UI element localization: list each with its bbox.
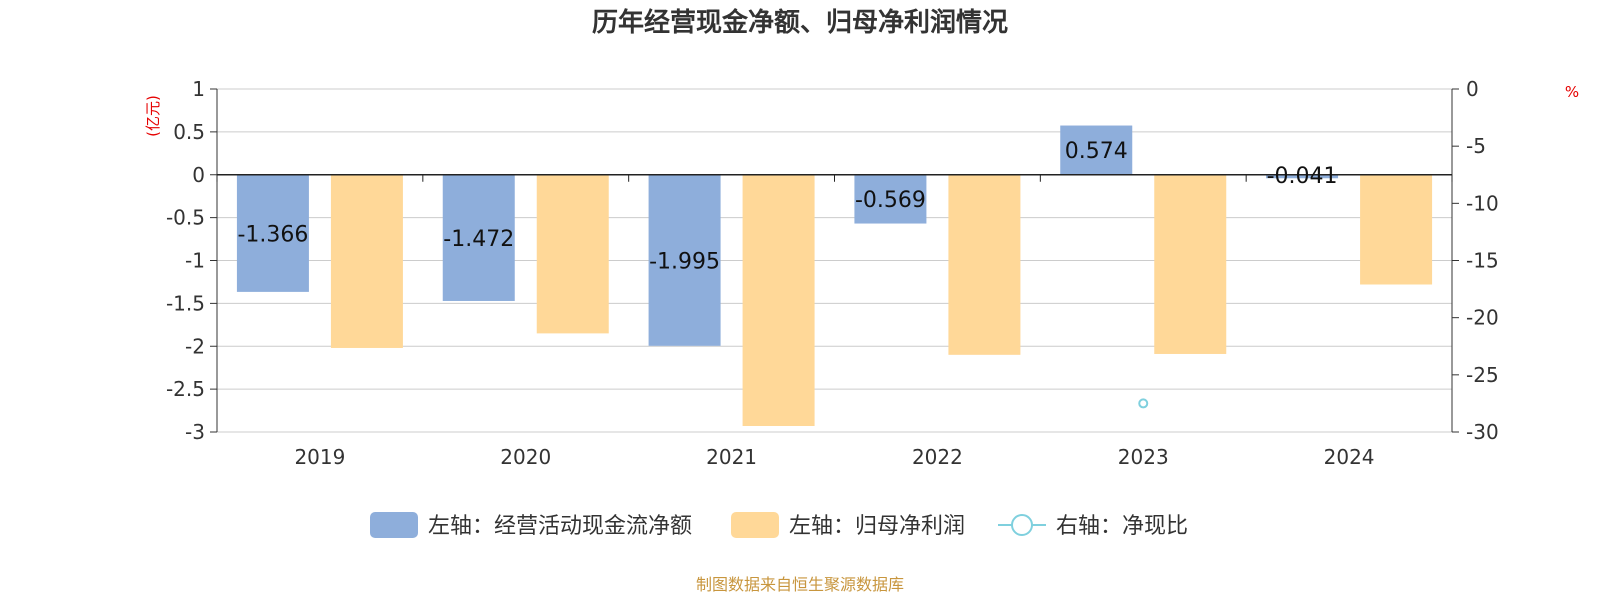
profit-bar [1360, 174, 1433, 285]
legend-swatch-profit [731, 512, 779, 538]
x-axis-tick-label: 2024 [1324, 445, 1375, 469]
points [1138, 398, 1149, 409]
profit-bar [742, 174, 815, 426]
bars [236, 125, 1433, 426]
left-axis-tick-label: -1.5 [166, 291, 205, 315]
axes: 10.50-0.5-1-1.5-2-2.5-30-5-10-15-20-25-3… [166, 77, 1499, 469]
left-axis-tick-label: 1 [192, 77, 205, 101]
x-axis-tick-label: 2020 [500, 445, 551, 469]
right-axis-tick-label: -15 [1466, 249, 1499, 273]
cashflow-bar [854, 174, 927, 224]
cashflow-bar [1060, 125, 1133, 175]
cashflow-bar [442, 174, 515, 301]
x-axis-tick-label: 2019 [294, 445, 345, 469]
cashflow-data-label: -1.366 [237, 222, 308, 247]
left-axis-tick-label: -2 [185, 334, 205, 358]
data-labels: -1.366 -1.472 -1.995 -0.569 0.574 -0.041 [237, 139, 1337, 274]
left-axis-tick-label: -0.5 [166, 206, 205, 230]
legend-marker-net-cash-ratio [1011, 514, 1033, 536]
cashflow-bar [236, 174, 309, 292]
legend: 左轴：经营活动现金流净额 左轴：归母净利润 右轴：净现比 [370, 512, 1188, 539]
profit-bar [948, 174, 1021, 355]
left-axis-tick-label: -1 [185, 249, 205, 273]
grid [217, 88, 1452, 433]
right-axis-tick-label: -30 [1466, 420, 1499, 444]
data-source: 制图数据来自恒生聚源数据库 [696, 575, 904, 594]
profit-bar [330, 174, 403, 348]
right-axis-tick-label: -5 [1466, 134, 1486, 158]
cashflow-data-label: -0.569 [855, 188, 926, 213]
right-axis-tick-label: -20 [1466, 306, 1499, 330]
net-cash-ratio-point [1138, 398, 1149, 409]
legend-label-net-cash-ratio: 右轴：净现比 [1056, 514, 1188, 539]
cashflow-bar [648, 174, 721, 346]
legend-label-cashflow: 左轴：经营活动现金流净额 [428, 514, 692, 539]
cashflow-data-label: -0.041 [1267, 164, 1338, 189]
legend-label-profit: 左轴：归母净利润 [789, 514, 965, 539]
left-axis-unit: (亿元) [144, 95, 162, 137]
left-axis-tick-label: 0.5 [173, 120, 205, 144]
cashflow-data-label: 0.574 [1065, 139, 1128, 164]
right-axis-unit: % [1565, 83, 1579, 101]
legend-swatch-cashflow [370, 512, 418, 538]
right-axis-tick-label: -25 [1466, 363, 1499, 387]
profit-bar [536, 174, 609, 334]
left-axis-tick-label: -2.5 [166, 377, 205, 401]
x-axis-tick-label: 2023 [1118, 445, 1169, 469]
right-axis-tick-label: 0 [1466, 77, 1479, 101]
chart-title: 历年经营现金净额、归母净利润情况 [592, 7, 1008, 38]
right-axis-tick-label: -10 [1466, 191, 1499, 215]
left-axis-tick-label: -3 [185, 420, 205, 444]
cashflow-data-label: -1.472 [443, 227, 514, 252]
left-axis-tick-label: 0 [192, 163, 205, 187]
cashflow-bar [1266, 174, 1339, 179]
x-axis-tick-label: 2021 [706, 445, 757, 469]
profit-bar [1154, 174, 1227, 354]
x-axis-tick-label: 2022 [912, 445, 963, 469]
cashflow-data-label: -1.995 [649, 249, 720, 274]
